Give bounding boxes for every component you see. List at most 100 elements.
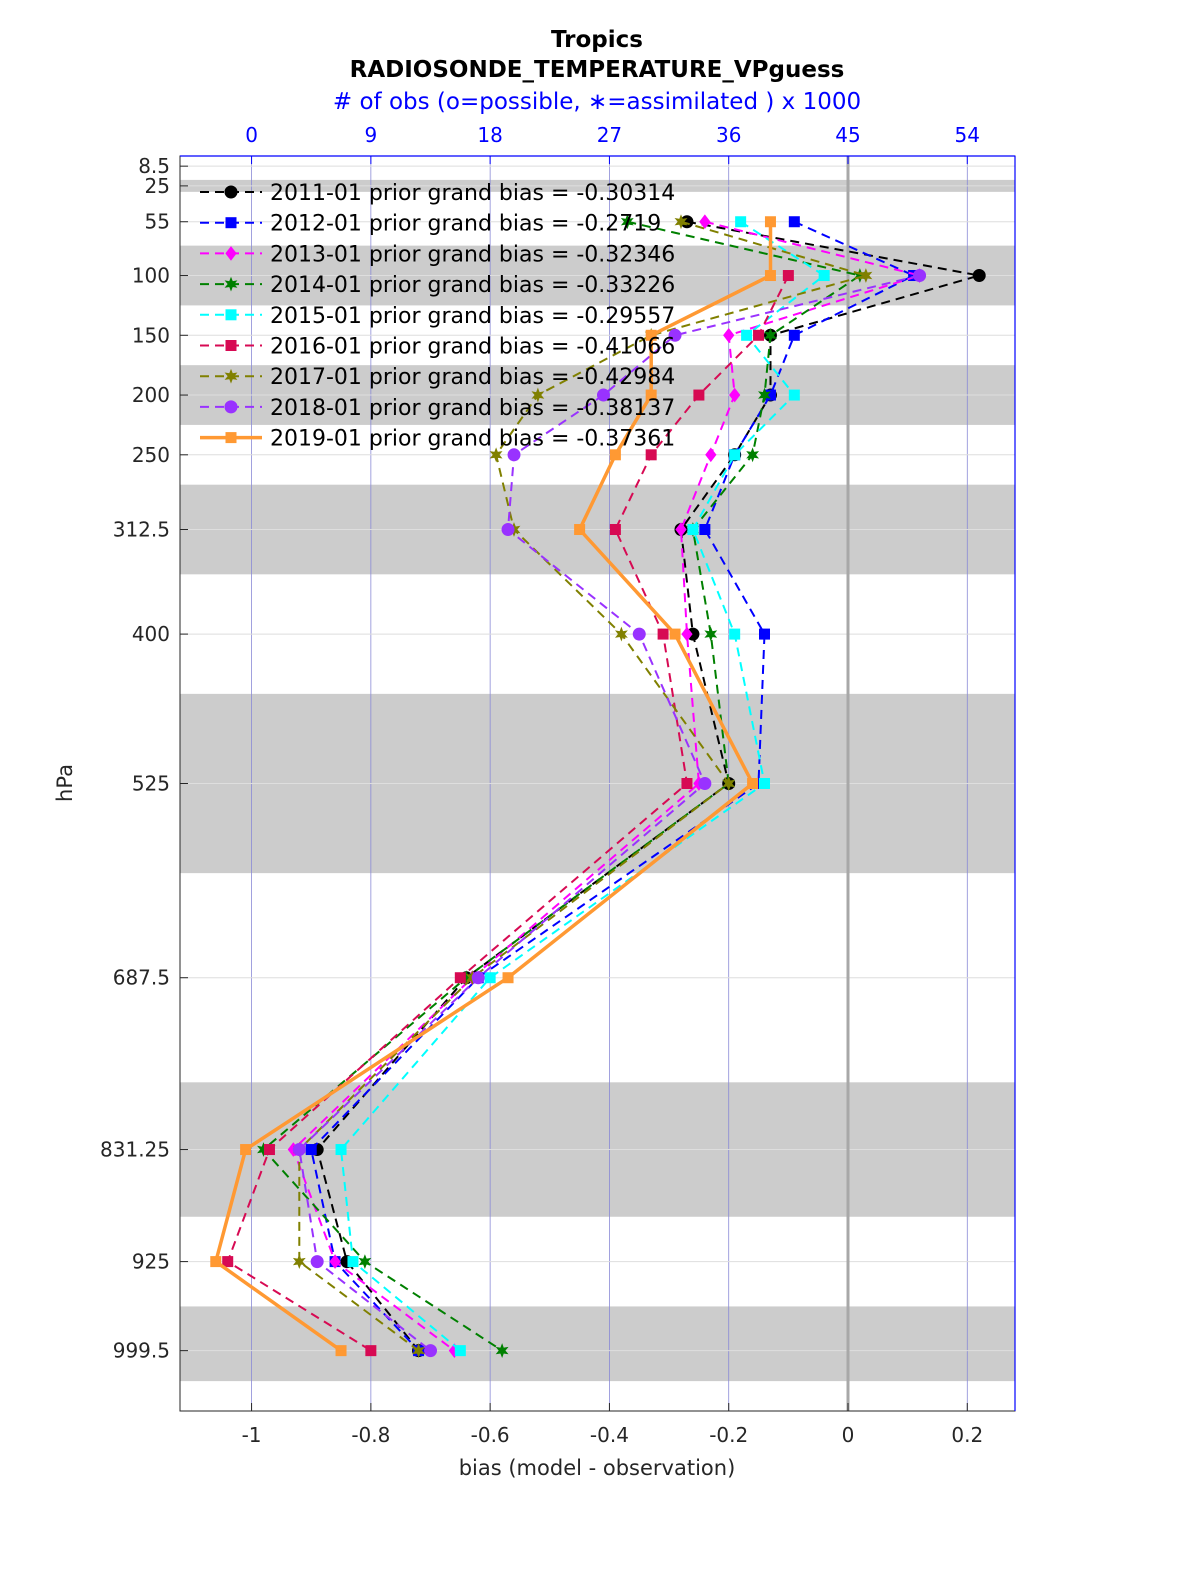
- top-tick-label-4: 36: [716, 123, 741, 147]
- point-3-8: [704, 626, 718, 642]
- point-3-4: [764, 327, 777, 343]
- y-tick-label-13: 999.5: [113, 1339, 170, 1363]
- legend-label-2: 2013-01 prior grand bias = -0.32346: [270, 242, 675, 267]
- point-5-8: [657, 628, 669, 640]
- point-4-11: [335, 1144, 347, 1156]
- legend-marker-0: [224, 185, 238, 199]
- legend-entry-7: 2018-01 prior grand bias = -0.38137: [200, 396, 675, 421]
- legend-entry-4: 2015-01 prior grand bias = -0.29557: [200, 304, 675, 329]
- point-6-3: [859, 268, 873, 283]
- point-7-11: [292, 1143, 306, 1157]
- point-2-12: [329, 1254, 341, 1269]
- point-7-6: [507, 448, 521, 462]
- point-6-12: [292, 1254, 306, 1269]
- series-4: [335, 216, 830, 1357]
- x-tick-label-0: -1: [242, 1423, 262, 1447]
- legend: 2011-01 prior grand bias = -0.30314 2012-…: [200, 181, 675, 452]
- point-5-13: [365, 1345, 377, 1357]
- top-tick-label-6: 54: [955, 123, 980, 147]
- point-6-6: [489, 447, 503, 463]
- point-2-7: [675, 522, 687, 537]
- point-2-6: [705, 447, 717, 463]
- point-7-13: [424, 1344, 437, 1358]
- legend-label-8: 2019-01 prior grand bias = -0.37361: [270, 427, 675, 452]
- point-6-8: [615, 626, 628, 642]
- legend-entry-6: 2017-01 prior grand bias = -0.42984: [200, 365, 675, 390]
- point-4-6: [729, 449, 741, 461]
- point-3-5: [758, 387, 771, 403]
- grid-lines: [180, 156, 1015, 1411]
- y-tick-label-3: 100: [132, 264, 170, 288]
- series-line-3: [262, 220, 863, 1352]
- point-5-11: [263, 1144, 275, 1156]
- point-4-5: [788, 389, 800, 401]
- point-4-4: [741, 329, 753, 341]
- point-7-12: [310, 1255, 324, 1269]
- shaded-layer-6: [180, 1306, 1015, 1382]
- y-axis-label: hPa: [53, 764, 77, 802]
- series-line-4: [339, 220, 826, 1352]
- point-8-5: [645, 389, 657, 401]
- top-tick-label-1: 9: [364, 123, 377, 147]
- point-3-12: [358, 1254, 372, 1269]
- legend-marker-2: [225, 246, 237, 261]
- point-5-10: [454, 972, 466, 984]
- y-tick-label-11: 831.25: [100, 1138, 170, 1162]
- point-3-2: [620, 214, 634, 230]
- point-8-7: [574, 524, 586, 536]
- point-7-9: [698, 777, 712, 790]
- point-4-10: [484, 972, 496, 984]
- point-7-7: [501, 523, 515, 537]
- x-tick-label-6: 0.2: [951, 1423, 983, 1447]
- point-8-6: [609, 449, 621, 461]
- point-2-4: [723, 327, 735, 343]
- point-3-13: [495, 1343, 509, 1359]
- legend-marker-7: [224, 400, 238, 414]
- series-line-0: [316, 220, 980, 1352]
- point-4-8: [729, 628, 741, 640]
- legend-label-7: 2018-01 prior grand bias = -0.38137: [270, 396, 675, 421]
- top-tick-label-3: 27: [597, 123, 622, 147]
- chart-subtitle: RADIOSONDE_TEMPERATURE_VPguess: [350, 57, 845, 83]
- point-4-3: [818, 270, 830, 282]
- y-tick-label-2: 55: [145, 210, 170, 234]
- point-1-2: [788, 216, 800, 228]
- chart-title: Tropics: [551, 27, 643, 53]
- series-line-6: [298, 220, 870, 1352]
- y-tick-label-9: 525: [132, 772, 170, 796]
- legend-marker-4: [225, 309, 237, 321]
- point-2-2: [699, 214, 711, 230]
- x-tick-label-3: -0.4: [590, 1423, 629, 1447]
- legend-label-3: 2014-01 prior grand bias = -0.33226: [270, 273, 675, 298]
- x-axis-label: bias (model - observation): [459, 1456, 736, 1480]
- legend-marker-1: [225, 217, 237, 229]
- point-6-2: [674, 214, 688, 230]
- point-7-3: [913, 269, 927, 283]
- point-8-8: [669, 628, 681, 640]
- point-8-3: [764, 270, 776, 282]
- point-5-7: [609, 524, 621, 536]
- legend-label-6: 2017-01 prior grand bias = -0.42984: [270, 365, 675, 390]
- point-7-8: [632, 627, 646, 641]
- legend-entry-2: 2013-01 prior grand bias = -0.32346: [200, 242, 675, 267]
- legend-entry-8: 2019-01 prior grand bias = -0.37361: [200, 427, 675, 452]
- point-5-3: [782, 270, 794, 282]
- legend-marker-5: [225, 340, 237, 351]
- x-tick-label-2: -0.6: [471, 1423, 510, 1447]
- point-6-5: [531, 387, 545, 403]
- top-tick-label-2: 18: [477, 123, 502, 147]
- y-tick-label-7: 312.5: [113, 518, 170, 542]
- point-5-5: [693, 389, 705, 401]
- y-tick-label-0: 8.5: [138, 154, 170, 178]
- point-4-12: [347, 1256, 359, 1268]
- x-tick-label-4: -0.2: [709, 1423, 748, 1447]
- top-axis-label: # of obs (o=possible, ∗=assimilated ) x …: [333, 89, 861, 115]
- point-5-6: [645, 449, 657, 461]
- y-tick-label-1: 25: [145, 174, 170, 198]
- x-tick-label-5: 0: [842, 1423, 855, 1447]
- series-8: [210, 216, 776, 1357]
- point-8-2: [764, 216, 776, 228]
- legend-label-4: 2015-01 prior grand bias = -0.29557: [270, 304, 675, 329]
- point-7-5: [596, 388, 610, 402]
